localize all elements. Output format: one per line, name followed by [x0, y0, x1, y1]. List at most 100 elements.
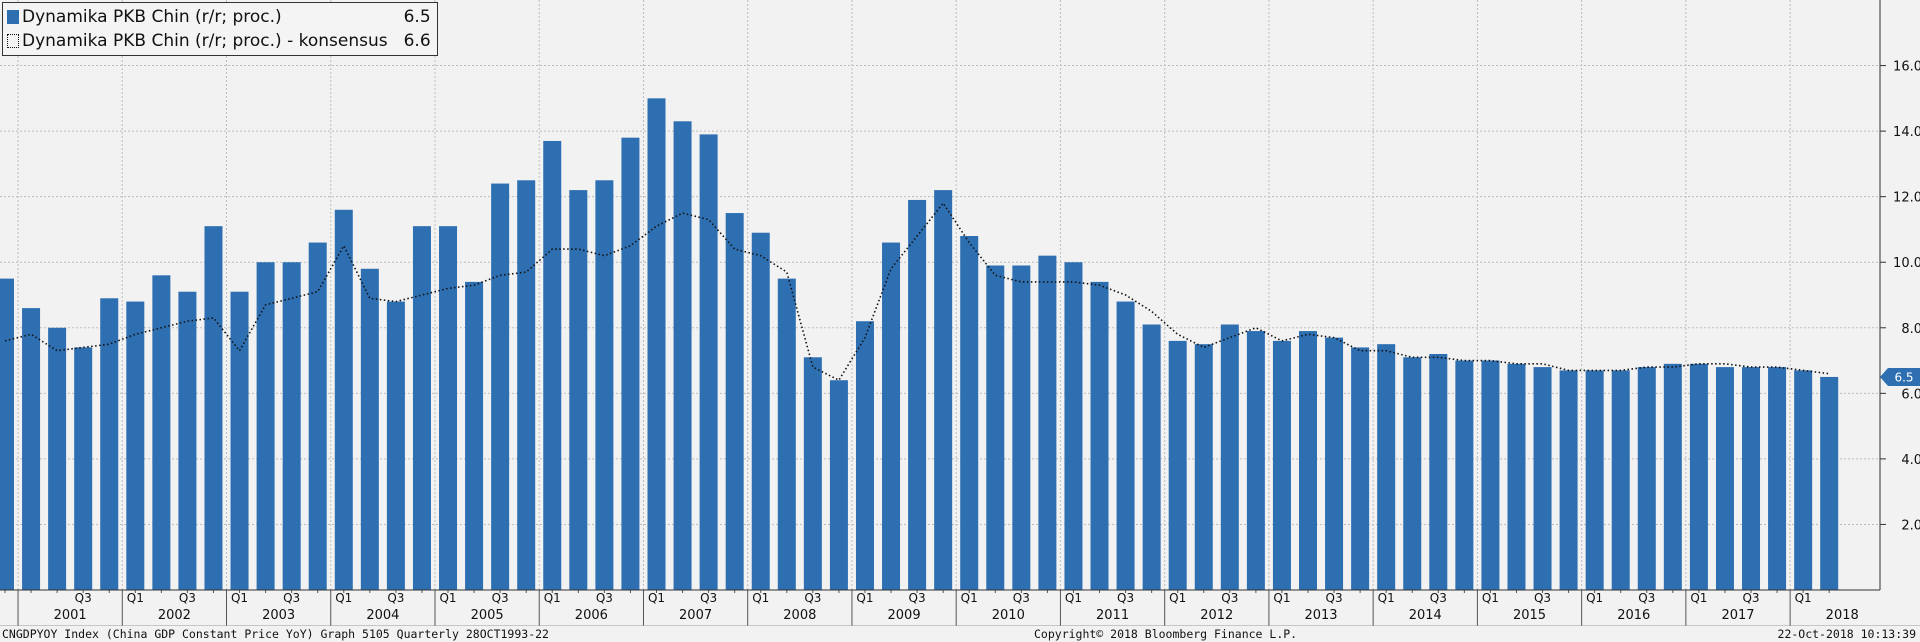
bar [491, 183, 510, 591]
quarter-label: Q3 [387, 591, 404, 605]
bar [1663, 363, 1682, 590]
footer-source: CNGDPYOY Index (China GDP Constant Price… [2, 627, 549, 641]
quarter-label: Q1 [1795, 591, 1812, 605]
quarter-label: Q1 [127, 591, 144, 605]
bar [569, 190, 588, 590]
bar [595, 180, 614, 590]
bar [48, 327, 67, 590]
quarter-label: Q3 [1117, 591, 1134, 605]
quarter-label: Q3 [909, 591, 926, 605]
legend-entry-series: Dynamika PKB Chin (r/r; proc.) 6.5 [7, 5, 431, 29]
year-label: 2001 [54, 608, 87, 623]
quarter-label: Q1 [961, 591, 978, 605]
year-label: 2016 [1617, 608, 1650, 623]
bar [1429, 354, 1448, 590]
bar [1064, 262, 1083, 590]
bar [308, 242, 327, 591]
bar [282, 262, 301, 590]
bar [1768, 367, 1787, 590]
bar [1116, 301, 1135, 590]
year-label: 2018 [1826, 608, 1859, 623]
bar [1012, 265, 1031, 590]
year-label: 2002 [158, 608, 191, 623]
quarter-label: Q3 [1742, 591, 1759, 605]
bar [934, 190, 953, 590]
bar [178, 291, 197, 590]
last-value-marker-shape [1880, 367, 1920, 386]
y-tick-label: 4.0 [1901, 453, 1920, 468]
year-label: 2012 [1200, 608, 1233, 623]
dotted-line-swatch-icon [7, 34, 19, 48]
bar [100, 298, 119, 590]
quarter-label: Q3 [1638, 591, 1655, 605]
bar [204, 226, 223, 590]
bar [673, 121, 692, 591]
bar [855, 321, 874, 590]
bar [699, 134, 718, 590]
bar [908, 199, 927, 590]
bar [1246, 331, 1265, 590]
bar [256, 262, 275, 590]
bar [1299, 331, 1317, 590]
footer-copyright: Copyright© 2018 Bloomberg Finance L.P. [1034, 627, 1298, 641]
quarter-label: Q1 [231, 591, 248, 605]
bar [1611, 370, 1630, 590]
bar [1168, 340, 1187, 590]
quarter-label: Q1 [439, 591, 456, 605]
bar [1038, 255, 1057, 590]
year-label: 2013 [1304, 608, 1337, 623]
bar [1559, 370, 1578, 590]
quarter-label: Q1 [1065, 591, 1082, 605]
year-label: 2011 [1096, 608, 1129, 623]
quarter-label: Q3 [1326, 591, 1343, 605]
y-tick-label: 12.0 [1893, 191, 1920, 206]
bar [1742, 367, 1761, 590]
quarter-label: Q3 [75, 591, 92, 605]
bar [1689, 363, 1708, 590]
bar [74, 347, 93, 590]
quarter-label: Q1 [1378, 591, 1395, 605]
quarter-label: Q3 [1013, 591, 1030, 605]
bar [126, 301, 145, 590]
bar [386, 301, 405, 590]
y-tick-label: 8.0 [1901, 322, 1920, 337]
year-label: 2015 [1513, 608, 1546, 623]
bar [1715, 367, 1734, 590]
quarter-label: Q3 [700, 591, 717, 605]
bar [152, 275, 171, 590]
quarter-label: Q1 [335, 591, 352, 605]
bar [1481, 360, 1500, 590]
bar [621, 137, 640, 590]
bar [1820, 376, 1839, 590]
legend-consensus-value: 6.6 [403, 31, 431, 51]
legend-series-label: Dynamika PKB Chin (r/r; proc.) [22, 7, 282, 27]
chart: 2.0 4.0 6.0 8.0 10.0 12.0 14.0 16.0 2001 2002 2003… [0, 0, 1920, 626]
year-label: 2010 [992, 608, 1025, 623]
footer: CNGDPYOY Index (China GDP Constant Price… [0, 626, 1920, 642]
legend-consensus-label: Dynamika PKB Chin (r/r; proc.) - konsens… [22, 31, 388, 51]
quarter-label: Q1 [1586, 591, 1603, 605]
bar [412, 226, 431, 590]
legend: Dynamika PKB Chin (r/r; proc.) 6.5 Dynam… [2, 2, 438, 56]
bar [1220, 324, 1239, 590]
bar [751, 232, 770, 590]
quarter-label: Q1 [648, 591, 665, 605]
bar [1351, 347, 1370, 590]
bar [803, 357, 822, 590]
bar [334, 209, 353, 590]
year-label: 2009 [888, 608, 921, 623]
bar [1507, 363, 1526, 590]
bar [1533, 367, 1552, 590]
year-label: 2007 [679, 608, 712, 623]
year-label: 2005 [471, 608, 504, 623]
quarter-label: Q1 [1273, 591, 1290, 605]
quarter-label: Q1 [544, 591, 561, 605]
bar [1585, 370, 1604, 590]
bar [230, 291, 249, 590]
gdp-bars [0, 98, 1839, 591]
bar [777, 278, 796, 590]
quarter-label: Q3 [492, 591, 509, 605]
bar [543, 140, 562, 590]
last-value-marker: 6.5 [1880, 367, 1920, 386]
quarter-label: Q1 [752, 591, 769, 605]
